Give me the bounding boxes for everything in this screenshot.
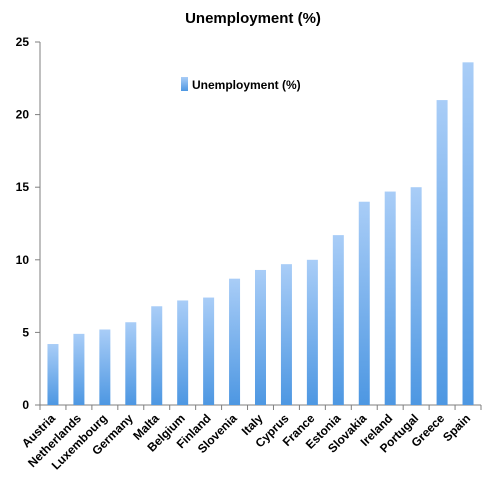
bar-estonia <box>332 235 344 405</box>
y-tick-label: 20 <box>16 108 30 122</box>
bar-spain <box>462 62 474 405</box>
legend: Unemployment (%) <box>181 77 301 92</box>
bar-finland <box>203 297 215 405</box>
y-tick-label: 15 <box>16 180 30 194</box>
legend-label: Unemployment (%) <box>192 78 301 92</box>
y-tick-label: 0 <box>22 398 29 412</box>
bar-germany <box>125 322 137 405</box>
x-tick-label: Spain <box>440 411 473 444</box>
bar-france <box>306 259 318 405</box>
bars <box>47 62 474 405</box>
y-tick-label: 5 <box>22 325 29 339</box>
x-tick-labels: AustriaNetherlandsLuxembourgGermanyMalta… <box>19 411 473 473</box>
chart-title: Unemployment (%) <box>185 10 321 27</box>
bar-belgium <box>177 300 189 405</box>
bar-austria <box>47 344 59 405</box>
legend-swatch <box>181 77 188 91</box>
bar-malta <box>151 306 163 405</box>
bar-italy <box>255 269 266 405</box>
bar-slovakia <box>358 201 370 405</box>
bar-cyprus <box>280 264 292 405</box>
bar-portugal <box>410 187 422 405</box>
bar-slovenia <box>229 278 241 405</box>
bar-luxembourg <box>99 329 111 405</box>
y-tick-label: 25 <box>16 35 30 49</box>
y-tick-label: 10 <box>16 253 30 267</box>
bar-greece <box>436 100 448 405</box>
bar-netherlands <box>73 333 85 405</box>
bar-ireland <box>384 191 396 405</box>
axes: 0 5 10 15 20 25 <box>16 35 482 412</box>
